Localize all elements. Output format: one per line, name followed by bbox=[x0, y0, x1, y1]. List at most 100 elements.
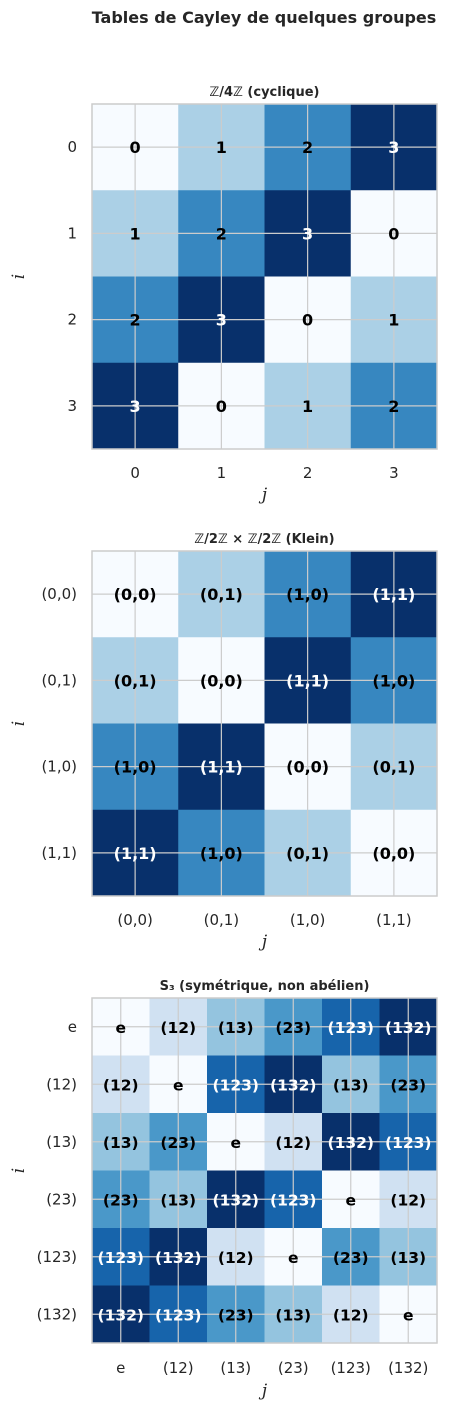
panel-title: ℤ/4ℤ (cyclique) bbox=[210, 85, 320, 100]
cell-label: 0 bbox=[216, 397, 227, 416]
x-tick-label: 2 bbox=[303, 464, 313, 482]
y-tick-label: 2 bbox=[67, 311, 77, 329]
y-tick-label: (13) bbox=[46, 1133, 77, 1151]
cell-label: (123) bbox=[97, 1249, 144, 1267]
cell-label: e bbox=[230, 1134, 241, 1152]
cell-label: (0,1) bbox=[372, 758, 415, 777]
axes-frame bbox=[91, 103, 438, 450]
y-tick-label: (23) bbox=[46, 1190, 77, 1208]
cell-label: 2 bbox=[302, 138, 313, 157]
cell-label: (23) bbox=[275, 1019, 311, 1037]
cayley-table-klein: ℤ/2ℤ × ℤ/2ℤ (Klein) (0,0) (0,1) (1,0) (1,1) (… bbox=[9, 532, 438, 952]
cell-label: (132) bbox=[327, 1134, 374, 1152]
cell-label: (13) bbox=[333, 1076, 369, 1094]
cell-label: (132) bbox=[155, 1249, 202, 1267]
cell-label: 2 bbox=[130, 311, 141, 330]
cell-label: (23) bbox=[103, 1191, 139, 1209]
y-tick-label: 0 bbox=[67, 138, 77, 156]
cell-label: e bbox=[173, 1076, 184, 1094]
cayley-table-s3: S₃ (symétrique, non abélien) e (12) (13) (23… bbox=[9, 979, 438, 1401]
cell-label: (1,1) bbox=[286, 671, 329, 690]
cell-label: (12) bbox=[333, 1306, 369, 1324]
cell-label: 1 bbox=[216, 138, 227, 157]
cell-label: (12) bbox=[390, 1191, 426, 1209]
y-axis-label: i bbox=[9, 1168, 29, 1173]
cell-label: 2 bbox=[388, 397, 399, 416]
cell-label: (13) bbox=[390, 1249, 426, 1267]
cell-label: (1,0) bbox=[114, 758, 157, 777]
cell-label: (23) bbox=[333, 1249, 369, 1267]
cell-label: 0 bbox=[302, 311, 313, 330]
cell-label: (13) bbox=[160, 1191, 196, 1209]
x-tick-label: 1 bbox=[217, 464, 227, 482]
cell-label: (23) bbox=[390, 1076, 426, 1094]
x-tick-label: e bbox=[116, 1359, 125, 1377]
x-tick-label: (12) bbox=[163, 1359, 194, 1377]
cell-label: (123) bbox=[327, 1019, 374, 1037]
x-tick-label: (13) bbox=[220, 1359, 251, 1377]
x-tick-label: (23) bbox=[278, 1359, 309, 1377]
y-axis-label: i bbox=[9, 274, 29, 279]
cell-label: 1 bbox=[388, 311, 399, 330]
cell-label: (23) bbox=[218, 1306, 254, 1324]
y-axis-label: i bbox=[9, 721, 29, 726]
y-tick-label: e bbox=[68, 1018, 77, 1036]
cell-label: e bbox=[288, 1249, 299, 1267]
cell-label: (123) bbox=[270, 1191, 317, 1209]
cell-label: e bbox=[345, 1191, 356, 1209]
cell-label: (12) bbox=[218, 1249, 254, 1267]
y-tick-label: (123) bbox=[37, 1248, 77, 1266]
cell-label: (1,1) bbox=[114, 844, 157, 863]
cell-label: (0,0) bbox=[372, 844, 415, 863]
cell-label: (1,1) bbox=[372, 585, 415, 604]
x-tick-label: (123) bbox=[331, 1359, 371, 1377]
x-tick-label: (1,1) bbox=[376, 911, 412, 929]
cell-label: (12) bbox=[275, 1134, 311, 1152]
axes-frame bbox=[91, 550, 438, 897]
cell-label: (123) bbox=[212, 1076, 259, 1094]
cell-label: (23) bbox=[160, 1134, 196, 1152]
cell-label: (13) bbox=[275, 1306, 311, 1324]
cell-label: (0,0) bbox=[286, 758, 329, 777]
x-tick-label: 3 bbox=[389, 464, 399, 482]
cell-label: (123) bbox=[385, 1134, 432, 1152]
cell-label: (1,1) bbox=[200, 758, 243, 777]
cell-label: (0,1) bbox=[114, 671, 157, 690]
cell-label: 2 bbox=[216, 224, 227, 243]
axes-frame bbox=[91, 997, 438, 1344]
cell-label: 3 bbox=[130, 397, 141, 416]
panel-title: ℤ/2ℤ × ℤ/2ℤ (Klein) bbox=[194, 532, 334, 547]
cell-label: (0,0) bbox=[114, 585, 157, 604]
y-tick-label: (0,0) bbox=[41, 585, 77, 603]
cell-label: (12) bbox=[103, 1076, 139, 1094]
cell-label: (132) bbox=[385, 1019, 432, 1037]
cell-label: (12) bbox=[160, 1019, 196, 1037]
y-tick-label: (0,1) bbox=[41, 671, 77, 689]
cell-label: (1,0) bbox=[372, 671, 415, 690]
cell-label: (132) bbox=[270, 1076, 317, 1094]
cayley-table-z4: ℤ/4ℤ (cyclique) 0 1 2 3 1 2 3 0 2 3 0 1 3 0 1 2 0 1 2 3 0 1 2 3 j… bbox=[9, 85, 438, 505]
cell-label: (0,1) bbox=[200, 585, 243, 604]
x-axis-label: j bbox=[258, 1381, 268, 1401]
y-tick-label: 1 bbox=[67, 224, 77, 242]
cell-label: 0 bbox=[388, 224, 399, 243]
y-tick-label: (12) bbox=[46, 1075, 77, 1093]
cell-label: 1 bbox=[302, 397, 313, 416]
cell-label: (1,0) bbox=[200, 844, 243, 863]
cell-label: (0,1) bbox=[286, 844, 329, 863]
cell-label: e bbox=[115, 1019, 126, 1037]
cell-label: (1,0) bbox=[286, 585, 329, 604]
cell-label: 3 bbox=[302, 224, 313, 243]
cell-label: 1 bbox=[130, 224, 141, 243]
x-tick-label: (0,0) bbox=[117, 911, 153, 929]
x-axis-label: j bbox=[258, 932, 268, 952]
cell-label: 0 bbox=[130, 138, 141, 157]
figure-title: Tables de Cayley de quelques groupes bbox=[92, 8, 437, 27]
x-tick-label: (1,0) bbox=[290, 911, 326, 929]
cell-label: (0,0) bbox=[200, 671, 243, 690]
panel-title: S₃ (symétrique, non abélien) bbox=[160, 979, 370, 994]
cell-label: (123) bbox=[155, 1306, 202, 1324]
x-axis-label: j bbox=[258, 485, 268, 505]
y-tick-label: (1,1) bbox=[41, 844, 77, 862]
y-tick-label: (1,0) bbox=[41, 758, 77, 776]
